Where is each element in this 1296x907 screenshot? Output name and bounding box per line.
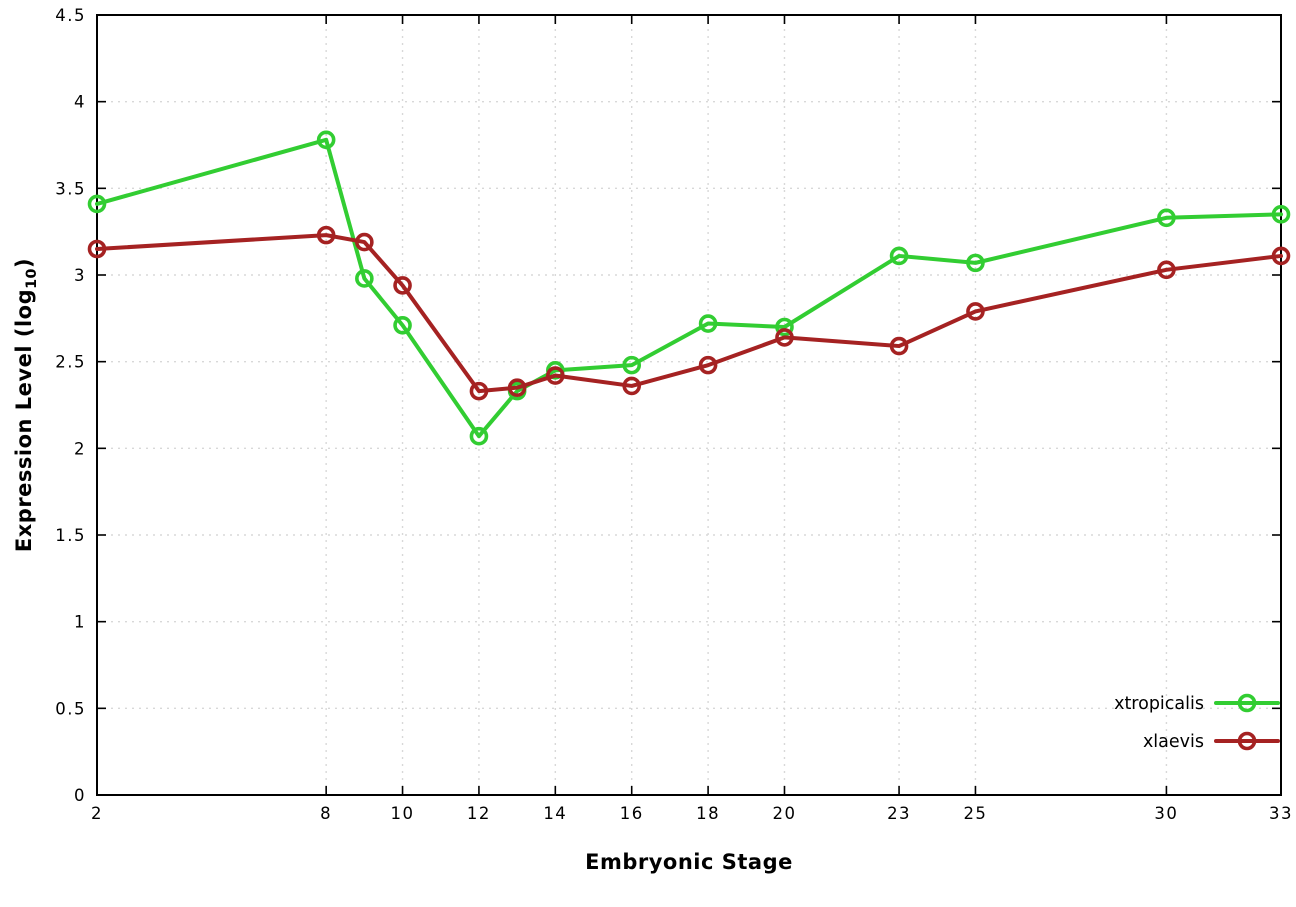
data-point-xtropicalis: [698, 314, 718, 333]
y-tick-label: 1.5: [55, 526, 86, 545]
data-point-xlaevis: [316, 225, 336, 245]
data-point-xtropicalis: [1157, 208, 1176, 228]
y-tick-label: 2.5: [55, 353, 86, 372]
data-point-xtropicalis: [622, 355, 642, 375]
x-tick-label: 25: [963, 804, 987, 823]
plot-border: [96, 14, 1282, 796]
y-tick-label: 3.5: [55, 179, 86, 198]
data-point-xtropicalis: [469, 426, 489, 446]
data-point-xlaevis: [622, 376, 642, 396]
data-point-xlaevis: [87, 239, 107, 259]
data-point-xlaevis: [507, 378, 527, 397]
y-axis-title-subscript: 10: [24, 268, 41, 289]
data-point-xtropicalis: [355, 269, 374, 288]
series-line-xtropicalis: [95, 137, 1283, 439]
x-tick-label: 23: [887, 804, 911, 823]
x-tick-label: 20: [772, 804, 796, 823]
y-tick-label: 1: [74, 613, 86, 632]
data-point-xlaevis: [1271, 246, 1291, 266]
data-point-xlaevis: [469, 381, 489, 401]
y-axis-title-close: ): [11, 257, 36, 269]
data-point-xtropicalis: [1271, 205, 1291, 224]
x-tick-label: 14: [543, 804, 567, 823]
data-point-xtropicalis: [889, 246, 909, 266]
data-point-xlaevis: [889, 336, 909, 356]
data-point-xtropicalis: [87, 194, 107, 214]
legend-marker-xtropicalis: [1237, 693, 1257, 713]
x-tick-label: 18: [696, 804, 720, 823]
x-tick-label: 16: [620, 804, 644, 823]
data-point-xlaevis: [775, 328, 794, 347]
data-point-xlaevis: [1157, 260, 1176, 280]
data-point-xtropicalis: [966, 253, 985, 273]
series-line-xlaevis: [95, 233, 1283, 394]
data-point-xlaevis: [698, 355, 718, 375]
data-point-xlaevis: [546, 366, 565, 385]
x-tick-label: 8: [320, 804, 332, 823]
data-point-xtropicalis: [775, 317, 794, 337]
legend-label-xtropicalis: xtropicalis: [1114, 694, 1204, 714]
x-axis-title: Embryonic Stage: [585, 850, 793, 874]
data-point-xlaevis: [393, 276, 412, 295]
x-tick-label: 2: [91, 804, 103, 823]
y-tick-label: 0.5: [55, 699, 86, 718]
x-tick-label: 33: [1269, 804, 1293, 823]
y-tick-label: 2: [74, 439, 86, 458]
y-tick-label: 0: [74, 786, 86, 805]
x-tick-label: 30: [1154, 804, 1178, 823]
data-point-xlaevis: [966, 302, 985, 321]
y-axis-title-text: Expression Level (log: [11, 288, 36, 553]
x-tick-label: 10: [391, 804, 415, 823]
data-point-xtropicalis: [316, 130, 336, 150]
legend-marker-xlaevis: [1237, 731, 1257, 751]
x-tick-label: 12: [467, 804, 491, 823]
y-tick-label: 3: [74, 266, 86, 285]
data-point-xlaevis: [355, 232, 374, 252]
y-tick-label: 4.5: [55, 6, 86, 25]
data-point-xtropicalis: [393, 315, 412, 335]
y-axis-title: Expression Level (log10): [12, 258, 40, 552]
legend-label-xlaevis: xlaevis: [1143, 732, 1204, 752]
y-tick-label: 4: [74, 93, 86, 112]
